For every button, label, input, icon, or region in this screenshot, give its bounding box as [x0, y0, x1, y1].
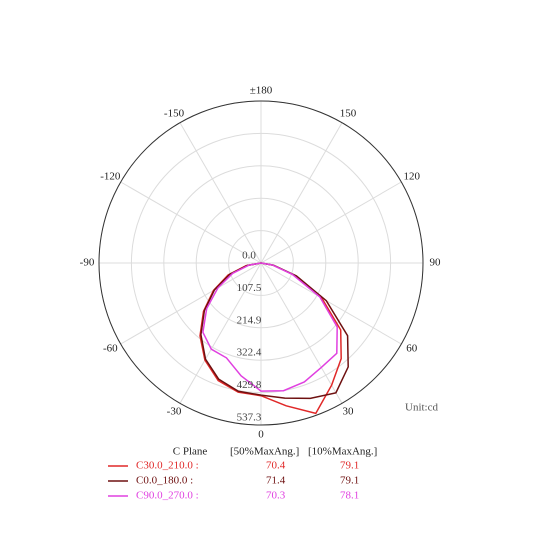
legend-half-angle: 71.4	[266, 475, 286, 487]
angle-tick-label: -60	[103, 343, 118, 355]
angle-tick-label: 0	[258, 429, 264, 441]
series-line	[200, 262, 349, 400]
angle-tick-label: ±180	[250, 85, 273, 97]
r-tick-label: 0.0	[242, 250, 256, 262]
angle-tick-label: 90	[430, 257, 442, 269]
grid-spoke	[120, 262, 262, 345]
legend-name: C0.0_180.0 :	[136, 475, 193, 487]
r-tick-label: 107.5	[237, 282, 262, 294]
angle-tick-label: -90	[80, 257, 95, 269]
grid-spoke	[260, 262, 402, 345]
legend-header: C Plane	[173, 446, 208, 458]
angle-tick-label: -120	[100, 171, 121, 183]
angle-tick-label: 120	[403, 171, 420, 183]
legend-header: [10%MaxAng.]	[308, 446, 377, 458]
grid-spoke	[260, 181, 402, 264]
grid-spoke	[260, 122, 343, 264]
series-line	[202, 262, 338, 392]
legend-tenth-angle: 79.1	[340, 460, 359, 472]
r-tick-label: 537.3	[237, 412, 262, 424]
legend-half-angle: 70.4	[266, 460, 286, 472]
angle-tick-label: 60	[406, 343, 418, 355]
legend-half-angle: 70.3	[266, 490, 286, 502]
legend-tenth-angle: 79.1	[340, 475, 359, 487]
legend-name: C90.0_270.0 :	[136, 490, 199, 502]
angle-tick-label: 150	[340, 108, 357, 120]
grid-spoke	[120, 181, 262, 264]
unit-label: Unit:cd	[405, 402, 438, 414]
r-tick-label: 322.4	[237, 347, 262, 359]
angle-tick-label: -30	[167, 405, 182, 417]
grid-spoke	[179, 262, 262, 404]
grid-spoke	[179, 122, 262, 264]
angle-tick-label: 30	[343, 405, 355, 417]
grid-spoke	[260, 262, 343, 404]
r-tick-label: 429.8	[237, 379, 262, 391]
legend-tenth-angle: 78.1	[340, 490, 359, 502]
outer-circle	[98, 100, 424, 426]
r-tick-label: 214.9	[237, 314, 262, 326]
legend-name: C30.0_210.0 :	[136, 460, 199, 472]
legend-header: [50%MaxAng.]	[230, 446, 299, 458]
angle-tick-label: -150	[164, 108, 185, 120]
